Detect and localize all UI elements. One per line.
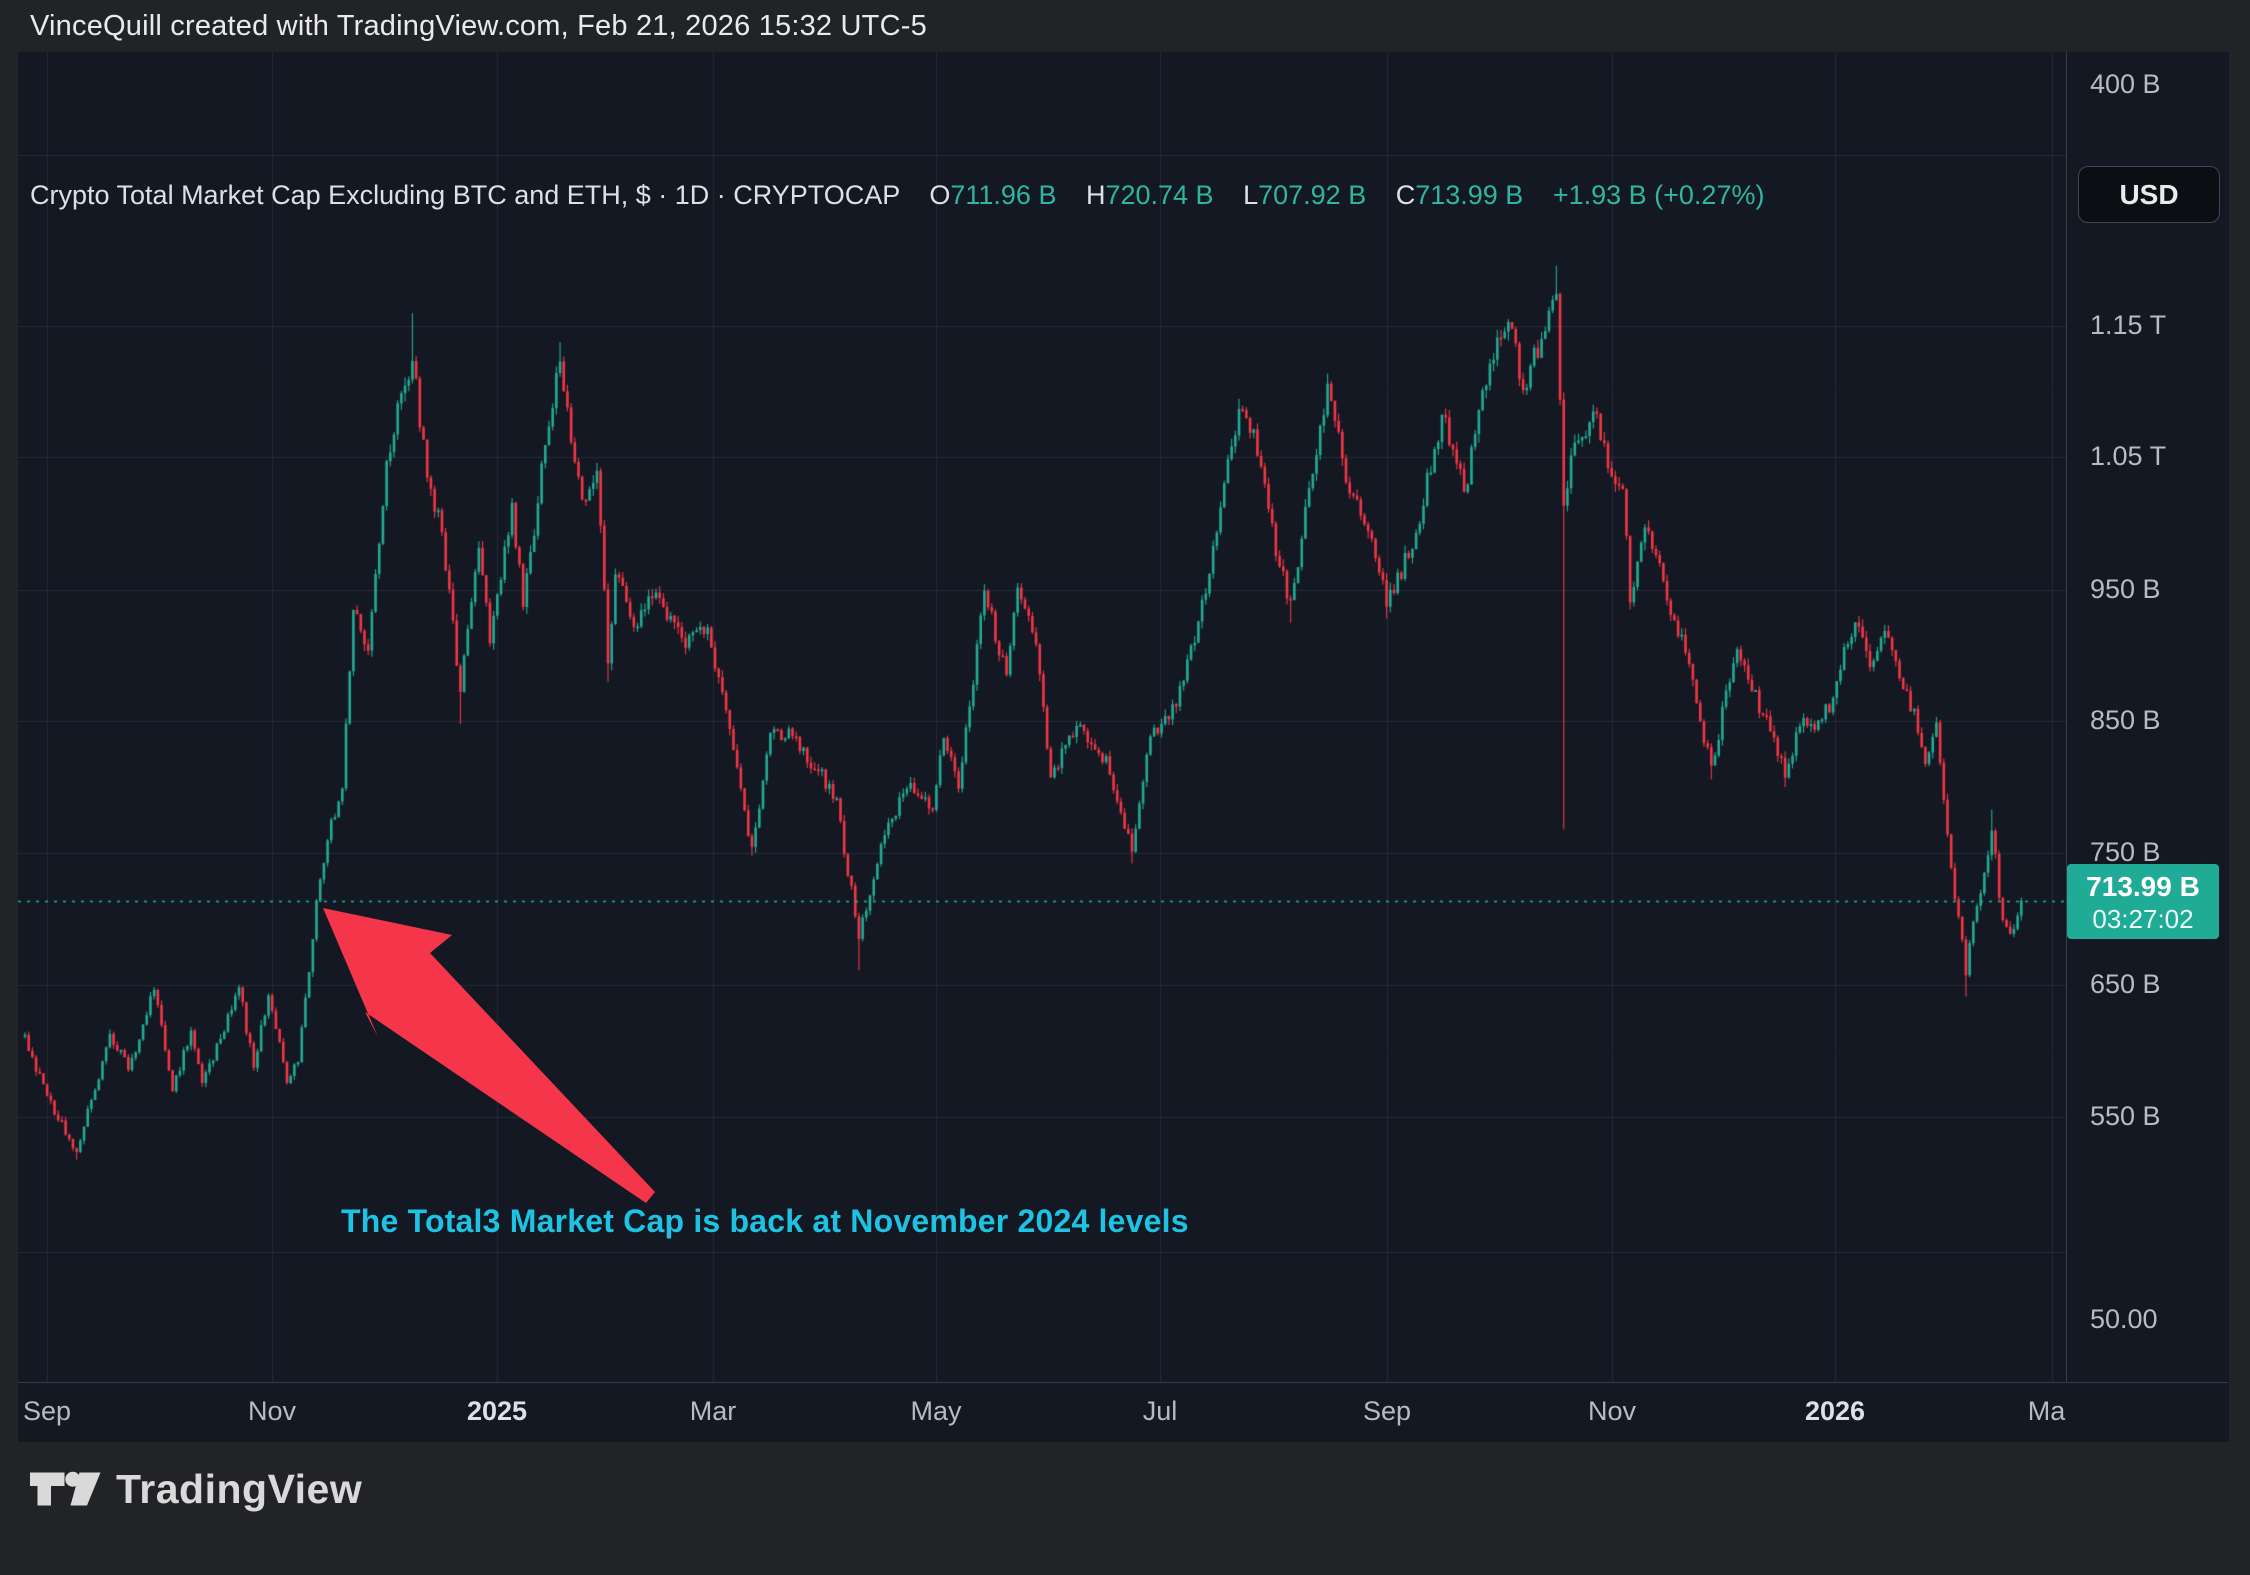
high-value: 720.74 B	[1105, 180, 1214, 210]
open-value: 711.96 B	[950, 180, 1057, 210]
symbol-title: Crypto Total Market Cap Excluding BTC an…	[30, 180, 900, 210]
price-axis-label: 50.00	[2090, 1304, 2158, 1334]
price-axis-label: 950 B	[2090, 574, 2161, 604]
price-axis-label: 550 B	[2090, 1101, 2161, 1131]
change-value: +1.93 B (+0.27%)	[1552, 180, 1765, 210]
time-axis[interactable]: Sep Nov 2025 Mar May Jul Sep Nov 2026 Mar	[18, 1382, 2228, 1443]
time-axis-label: Sep	[22, 1396, 72, 1426]
annotation-text: The Total3 Market Cap is back at Novembe…	[341, 1203, 1189, 1239]
tradingview-logo-mark-icon	[30, 1471, 101, 1506]
time-axis-label: May	[910, 1396, 962, 1426]
price-axis-label: 750 B	[2090, 837, 2161, 867]
time-axis-label: 2026	[1804, 1396, 1866, 1426]
time-axis-label: Sep	[1362, 1396, 1412, 1426]
time-axis-label: Mar	[2027, 1396, 2066, 1426]
time-axis-labels: Sep Nov 2025 Mar May Jul Sep Nov 2026 Mar	[18, 1383, 2066, 1443]
price-axis-label: 1.15 T	[2090, 310, 2167, 340]
tradingview-logo-text: TradingView	[116, 1465, 363, 1512]
price-axis[interactable]: USD 400 B 1.15 T 1.05 T 950 B 850 B 750 B 650 …	[2066, 52, 2229, 1442]
close-value: 713.99 B	[1415, 180, 1524, 210]
last-price-badge: 713.99 B 03:27:02	[2067, 864, 2219, 939]
price-axis-label: 400 B	[2090, 69, 2161, 99]
time-axis-label: Jul	[1142, 1396, 1178, 1426]
price-axis-label: 1.05 T	[2090, 441, 2167, 471]
open-label: O	[929, 180, 951, 210]
last-price-value: 713.99 B	[2086, 870, 2200, 902]
low-label: L	[1243, 180, 1259, 210]
high-label: H	[1085, 180, 1106, 210]
close-label: C	[1395, 180, 1416, 210]
time-axis-label: Mar	[689, 1396, 737, 1426]
header-attribution-text: VinceQuill created with TradingView.com,…	[30, 10, 927, 42]
currency-usd-button[interactable]: USD	[2078, 166, 2220, 223]
price-axis-label: 650 B	[2090, 969, 2161, 999]
header-bar: VinceQuill created with TradingView.com,…	[0, 0, 2250, 52]
chart-legend[interactable]: Crypto Total Market Cap Excluding BTC an…	[30, 180, 1764, 211]
low-value: 707.92 B	[1258, 180, 1367, 210]
bottom-bar: TradingView	[0, 1442, 2250, 1575]
bar-countdown: 03:27:02	[2092, 903, 2194, 934]
time-axis-label: Nov	[247, 1396, 297, 1426]
price-axis-label: 850 B	[2090, 705, 2161, 735]
time-axis-label: 2025	[466, 1396, 528, 1426]
candlestick-chart[interactable]	[18, 52, 2066, 1382]
tradingview-logo[interactable]: TradingView	[30, 1464, 362, 1514]
chart-pane[interactable]: Crypto Total Market Cap Excluding BTC an…	[18, 52, 2066, 1382]
time-axis-label: Nov	[1587, 1396, 1637, 1426]
